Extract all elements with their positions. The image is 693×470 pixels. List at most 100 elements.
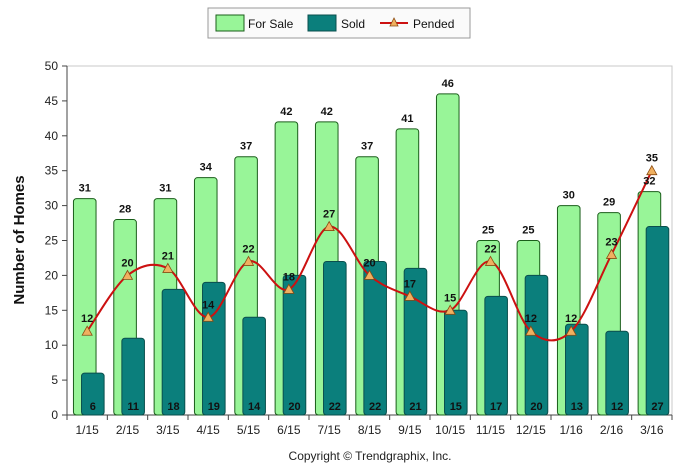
x-tick-label-11-15: 11/15: [476, 423, 505, 437]
label-for-sale-12-15: 25: [522, 225, 534, 237]
x-tick-label-5-15: 5/15: [237, 423, 261, 437]
y-axis-title: Number of Homes: [11, 175, 28, 304]
label-pended-7-15: 27: [323, 209, 335, 221]
label-pended-10-15: 15: [444, 292, 456, 304]
legend-swatch-sold: [307, 14, 337, 32]
marker-pended-1-15: [81, 325, 93, 336]
label-pended-3-15: 21: [162, 250, 174, 262]
legend-label-for-sale: For Sale: [248, 17, 294, 31]
marker-pended-5-15: [242, 255, 255, 266]
label-for-sale-10-15: 46: [442, 78, 454, 90]
x-tick-label-7-15: 7/15: [317, 423, 341, 437]
label-for-sale-11-15: 25: [482, 225, 494, 237]
label-pended-6-15: 18: [283, 271, 295, 283]
marker-pended-10-15: [444, 304, 456, 315]
label-sold-2-15: 11: [127, 401, 139, 413]
bar-sold-8-15: [363, 260, 387, 416]
label-for-sale-3-16: 32: [643, 176, 655, 188]
bar-sold-3-15: [161, 288, 186, 416]
x-tick-label-2-15: 2/15: [116, 423, 140, 437]
bar-sold-2-15: [121, 337, 145, 416]
label-pended-11-15: 22: [484, 243, 496, 255]
legend-swatch-for-sale: [215, 14, 245, 32]
marker-pended-3-16: [646, 164, 658, 176]
label-for-sale-9-15: 41: [401, 113, 413, 125]
bar-sold-3-16: [645, 226, 670, 416]
label-pended-8-15: 20: [363, 257, 375, 269]
label-pended-2-15: 20: [121, 257, 133, 269]
marker-pended-11-15: [484, 255, 497, 266]
marker-pended-3-15: [162, 262, 174, 273]
label-for-sale-8-15: 37: [361, 141, 373, 153]
bar-sold-10-15: [444, 309, 468, 416]
label-sold-9-15: 21: [409, 401, 421, 413]
x-tick-label-4-15: 4/15: [196, 423, 220, 437]
x-tick-label-1-16: 1/16: [559, 423, 583, 437]
bars: [72, 93, 670, 416]
x-tick-label-8-15: 8/15: [358, 423, 382, 437]
label-pended-5-15: 22: [242, 243, 254, 255]
label-sold-8-15: 22: [369, 401, 381, 413]
marker-pended-1-16: [565, 325, 577, 336]
marker-pended-4-15: [202, 311, 214, 322]
pended-line: [81, 164, 658, 342]
label-for-sale-3-15: 31: [159, 183, 171, 195]
x-tick-label-3-16: 3/16: [640, 423, 664, 437]
y-tick-label: 45: [45, 94, 59, 108]
label-sold-2-16: 12: [611, 401, 623, 413]
marker-pended-9-15: [404, 290, 416, 301]
label-for-sale-7-15: 42: [321, 106, 333, 118]
label-sold-10-15: 15: [450, 401, 462, 413]
bar-sold-6-15: [282, 274, 307, 416]
y-tick-label: 0: [51, 408, 58, 422]
y-tick-label: 10: [45, 338, 59, 352]
label-pended-12-15: 12: [525, 313, 537, 325]
label-for-sale-2-16: 29: [603, 197, 615, 209]
label-for-sale-4-15: 34: [200, 162, 213, 174]
label-for-sale-5-15: 37: [240, 141, 252, 153]
bar-sold-7-15: [323, 260, 347, 416]
label-for-sale-1-16: 30: [563, 190, 575, 202]
y-tick-label: 20: [45, 268, 59, 282]
marker-pended-7-15: [323, 220, 335, 231]
x-tick-label-2-16: 2/16: [600, 423, 624, 437]
label-sold-1-16: 13: [571, 401, 583, 413]
bar-sold-9-15: [403, 267, 428, 416]
y-tick-label: 40: [45, 129, 59, 143]
x-tick-label-3-15: 3/15: [156, 423, 180, 437]
x-tick-label-9-15: 9/15: [398, 423, 422, 437]
label-sold-12-15: 20: [530, 401, 542, 413]
label-pended-4-15: 14: [202, 299, 215, 311]
bar-sold-12-15: [524, 274, 549, 416]
label-sold-4-15: 19: [208, 401, 220, 413]
label-sold-11-15: 17: [490, 401, 502, 413]
x-tick-label-6-15: 6/15: [277, 423, 301, 437]
legend: For Sale Sold Pended: [207, 7, 471, 39]
label-sold-3-16: 27: [651, 401, 663, 413]
label-pended-9-15: 17: [404, 278, 416, 290]
marker-pended-12-15: [525, 325, 537, 336]
label-sold-1-15: 6: [90, 401, 96, 413]
label-pended-3-16: 35: [646, 153, 658, 165]
label-sold-5-15: 14: [248, 401, 261, 413]
x-tick-label-10-15: 10/15: [435, 423, 465, 437]
label-for-sale-6-15: 42: [280, 106, 292, 118]
y-tick-label: 15: [45, 303, 59, 317]
bar-sold-1-15: [81, 372, 105, 416]
y-tick-label: 35: [45, 164, 59, 178]
y-tick-label: 30: [45, 199, 59, 213]
label-pended-2-16: 23: [605, 236, 617, 248]
y-tick-label: 25: [45, 234, 59, 248]
label-for-sale-2-15: 28: [119, 204, 131, 216]
label-pended-1-16: 12: [565, 313, 577, 325]
data-labels: 31 28 31 34 37 42 42 37 41 46 25 25 30 29 32 6 11 18 19 14 2…: [79, 78, 664, 413]
marker-pended-6-15: [283, 283, 295, 294]
bar-sold-5-15: [242, 316, 266, 416]
y-tick-label: 5: [51, 373, 58, 387]
marker-pended-2-16: [605, 248, 618, 259]
bar-sold-11-15: [484, 295, 508, 416]
label-sold-3-15: 18: [167, 401, 179, 413]
label-sold-7-15: 22: [329, 401, 341, 413]
